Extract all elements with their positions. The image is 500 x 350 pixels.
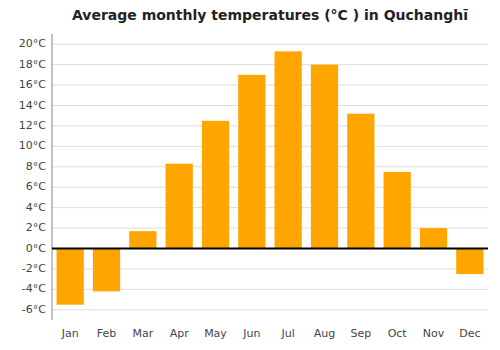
x-tick-label: Mar <box>132 327 153 340</box>
grid-line <box>52 64 488 65</box>
bar <box>238 75 265 249</box>
grid-line <box>52 146 488 147</box>
bars <box>57 51 484 304</box>
grid <box>52 44 488 310</box>
bar <box>456 249 483 275</box>
y-axis: -6°C -4°C -2°C 0°C 2°C 4°C 6°C 8°C 10°C 12°C 14°C 1… <box>19 34 52 320</box>
y-tick-label: 20°C <box>19 37 46 50</box>
title: Average monthly temperatures (°C ) in Qu… <box>72 7 468 23</box>
x-tick-label: Jun <box>242 327 260 340</box>
y-tick-label: 18°C <box>19 58 46 71</box>
y-tick-label: 14°C <box>19 99 46 112</box>
bar <box>202 121 229 249</box>
grid-line <box>52 125 488 126</box>
y-tick-label: 12°C <box>19 119 46 132</box>
bar <box>57 249 84 305</box>
y-tick-label: -6°C <box>22 303 46 316</box>
grid-line <box>52 207 488 208</box>
y-tick-label: 16°C <box>19 78 46 91</box>
x-tick-label: Nov <box>423 327 445 340</box>
y-tick-label: 8°C <box>26 160 46 173</box>
grid-line <box>52 309 488 310</box>
bar <box>129 231 156 248</box>
x-tick-label: Apr <box>170 327 190 340</box>
bar <box>311 65 338 249</box>
x-axis: Jan Feb Mar Apr May Jun Jul Aug Sep Oct Nov Dec <box>61 327 481 340</box>
x-tick-label: Dec <box>459 327 480 340</box>
bar <box>347 114 374 249</box>
x-tick-label: Jan <box>61 327 79 340</box>
grid-line <box>52 105 488 106</box>
grid-line <box>52 187 488 188</box>
bar <box>384 172 411 249</box>
y-tick-label: 0°C <box>26 242 46 255</box>
grid-line <box>52 85 488 86</box>
x-tick-label: Sep <box>350 327 371 340</box>
bar <box>275 51 302 248</box>
y-tick-label: 10°C <box>19 139 46 152</box>
x-tick-label: Jul <box>281 327 295 340</box>
y-tick-label: -2°C <box>22 262 46 275</box>
y-tick-label: 6°C <box>26 180 46 193</box>
bar <box>166 164 193 249</box>
grid-line <box>52 248 488 249</box>
x-tick-label: May <box>204 327 227 340</box>
y-axis-line <box>52 34 53 320</box>
grid-line <box>52 166 488 167</box>
chart: -6°C -4°C -2°C 0°C 2°C 4°C 6°C 8°C 10°C 12°C 14°C 1… <box>0 0 500 350</box>
y-tick-label: 4°C <box>26 201 46 214</box>
bar <box>420 228 447 248</box>
y-tick-label: 2°C <box>26 221 46 234</box>
bar <box>93 249 120 292</box>
grid-line <box>52 44 488 45</box>
x-tick-label: Feb <box>97 327 116 340</box>
x-tick-label: Oct <box>388 327 408 340</box>
x-tick-label: Aug <box>314 327 335 340</box>
zero-line <box>52 248 488 250</box>
y-tick-label: -4°C <box>22 282 46 295</box>
